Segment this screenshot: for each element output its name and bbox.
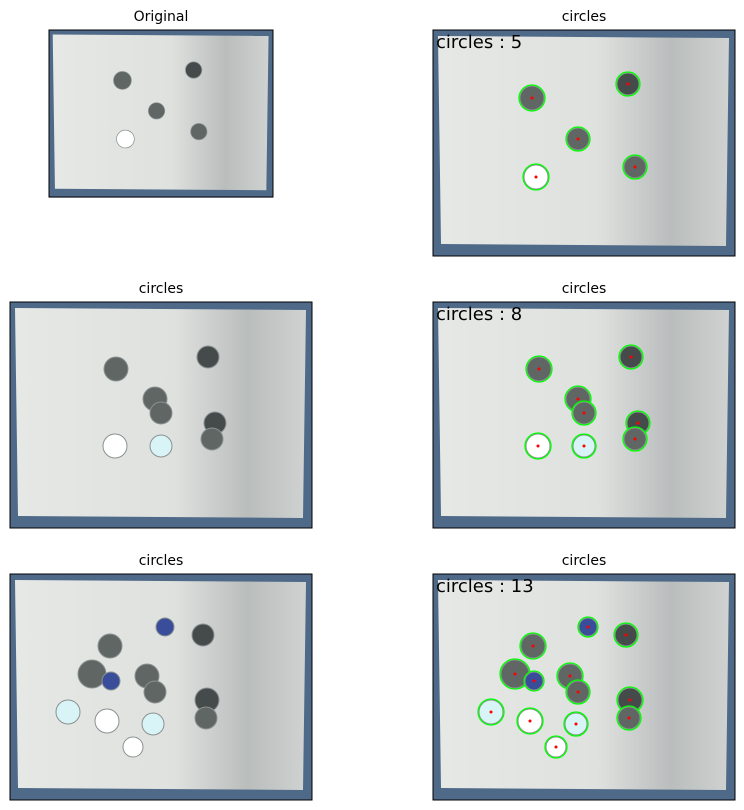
coin <box>55 699 81 725</box>
center-dot <box>489 710 493 714</box>
coin <box>191 623 215 647</box>
circle-outline <box>565 679 591 705</box>
circle-outline <box>571 433 597 459</box>
circle-outline <box>618 344 644 370</box>
image <box>10 302 312 528</box>
center-dot <box>636 421 640 425</box>
center-dot <box>537 367 541 371</box>
center-dot <box>534 175 538 179</box>
circle-outline <box>518 84 546 112</box>
panel-title: circles <box>562 553 607 569</box>
circle-outline <box>616 705 642 731</box>
circle-outline <box>477 698 505 726</box>
center-dot <box>532 679 536 683</box>
image <box>433 302 735 528</box>
circle-outline <box>577 616 599 638</box>
center-dot <box>513 672 517 676</box>
coin <box>200 427 224 451</box>
circle-outline <box>519 632 547 660</box>
coin <box>97 633 123 659</box>
coin <box>149 434 173 458</box>
circle-outline <box>571 400 597 426</box>
coin <box>185 61 203 79</box>
center-dot <box>576 397 580 401</box>
center-dot <box>586 625 590 629</box>
circle-outline <box>524 432 552 460</box>
image-frame <box>432 573 736 801</box>
coin <box>141 712 165 736</box>
panel-title: Original <box>134 9 189 25</box>
image-frame <box>9 301 313 529</box>
circle-outline <box>525 355 553 383</box>
circle-count: circles : 8 <box>436 304 522 325</box>
circle-outline <box>613 622 639 648</box>
center-dot <box>528 719 532 723</box>
center-dot <box>627 716 631 720</box>
center-dot <box>574 722 578 726</box>
coin <box>190 123 208 141</box>
center-dot <box>629 355 633 359</box>
center-dot <box>576 690 580 694</box>
image-frame <box>9 573 313 801</box>
circle-count: circles : 5 <box>436 32 522 53</box>
coin <box>116 129 135 149</box>
center-dot <box>568 674 572 678</box>
coin <box>102 433 128 459</box>
coin <box>122 736 144 758</box>
coin <box>148 102 166 120</box>
panel-title: circles <box>562 281 607 297</box>
center-dot <box>536 444 540 448</box>
circle-count: circles : 13 <box>436 576 534 597</box>
circle-outline <box>522 163 550 191</box>
coin <box>149 401 173 425</box>
center-dot <box>628 698 632 702</box>
coin <box>94 708 120 734</box>
coin <box>196 345 220 369</box>
center-dot <box>624 633 628 637</box>
center-dot <box>554 745 558 749</box>
image <box>433 574 735 800</box>
circle-outline <box>523 670 545 692</box>
coin <box>101 671 121 691</box>
coin <box>77 659 107 689</box>
center-dot <box>531 644 535 648</box>
panel-title: circles <box>562 9 607 25</box>
center-dot <box>530 96 534 100</box>
circle-outline <box>615 71 641 97</box>
center-dot <box>633 165 637 169</box>
center-dot <box>626 82 630 86</box>
image <box>10 574 312 800</box>
image-frame <box>432 301 736 529</box>
coin <box>113 71 132 90</box>
image <box>49 30 273 198</box>
circle-outline <box>622 426 648 452</box>
center-dot <box>582 444 586 448</box>
image-frame <box>48 29 274 198</box>
coin <box>103 356 129 382</box>
center-dot <box>633 437 637 441</box>
circle-outline <box>565 126 591 152</box>
coin <box>155 617 175 637</box>
panel-title: circles <box>139 553 184 569</box>
image-frame <box>432 29 736 257</box>
circle-outline <box>622 154 648 180</box>
coin <box>143 680 167 704</box>
circle-outline <box>516 707 544 735</box>
center-dot <box>576 137 580 141</box>
panel-title: circles <box>139 281 184 297</box>
coin <box>194 706 218 730</box>
circle-outline <box>544 735 568 759</box>
center-dot <box>582 411 586 415</box>
image <box>433 30 735 256</box>
circle-outline <box>563 711 589 737</box>
